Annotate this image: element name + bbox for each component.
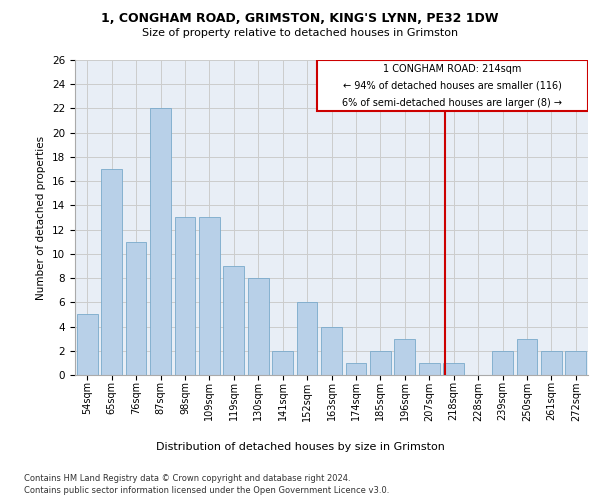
- Bar: [394, 338, 415, 375]
- Bar: [101, 169, 122, 375]
- Bar: [296, 302, 317, 375]
- Bar: [370, 351, 391, 375]
- Bar: [419, 363, 440, 375]
- Bar: [150, 108, 171, 375]
- Text: 1, CONGHAM ROAD, GRIMSTON, KING'S LYNN, PE32 1DW: 1, CONGHAM ROAD, GRIMSTON, KING'S LYNN, …: [101, 12, 499, 26]
- Bar: [199, 218, 220, 375]
- Bar: [175, 218, 196, 375]
- Bar: [248, 278, 269, 375]
- Bar: [125, 242, 146, 375]
- Text: ← 94% of detached houses are smaller (116): ← 94% of detached houses are smaller (11…: [343, 80, 562, 90]
- Bar: [346, 363, 367, 375]
- FancyBboxPatch shape: [317, 60, 588, 111]
- Text: Contains HM Land Registry data © Crown copyright and database right 2024.: Contains HM Land Registry data © Crown c…: [24, 474, 350, 483]
- Bar: [223, 266, 244, 375]
- Text: Distribution of detached houses by size in Grimston: Distribution of detached houses by size …: [155, 442, 445, 452]
- Bar: [565, 351, 586, 375]
- Text: 1 CONGHAM ROAD: 214sqm: 1 CONGHAM ROAD: 214sqm: [383, 64, 521, 74]
- Text: 6% of semi-detached houses are larger (8) →: 6% of semi-detached houses are larger (8…: [343, 98, 562, 108]
- Bar: [272, 351, 293, 375]
- Text: Contains public sector information licensed under the Open Government Licence v3: Contains public sector information licen…: [24, 486, 389, 495]
- Bar: [321, 326, 342, 375]
- Bar: [492, 351, 513, 375]
- Bar: [541, 351, 562, 375]
- Bar: [517, 338, 538, 375]
- Bar: [77, 314, 98, 375]
- Bar: [443, 363, 464, 375]
- Text: Size of property relative to detached houses in Grimston: Size of property relative to detached ho…: [142, 28, 458, 38]
- Y-axis label: Number of detached properties: Number of detached properties: [37, 136, 46, 300]
